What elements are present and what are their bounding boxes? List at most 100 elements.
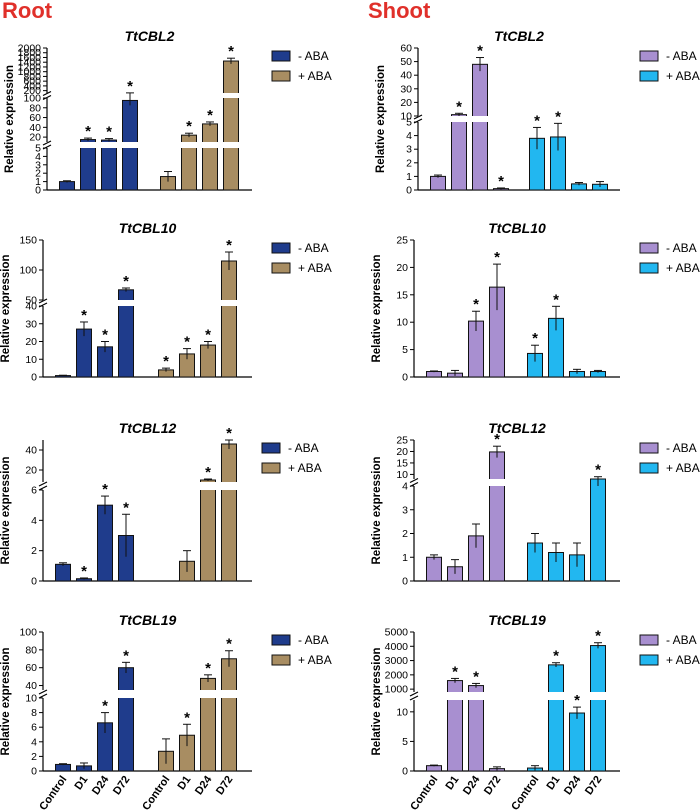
legend-label-neg: - ABA — [298, 633, 329, 647]
y-tick-label: 2 — [402, 528, 408, 540]
axis-break-mark — [42, 90, 52, 97]
chart-panel-root-ttcbl12: TtCBL12 0 2 4 6 20 40 Relative expression * * * * * -… — [0, 420, 322, 588]
axis-break-mark — [409, 695, 419, 701]
bar-neg-d72 — [118, 667, 134, 772]
x-tick-label-d24: D24 — [562, 773, 584, 797]
y-tick-label: 0 — [31, 576, 37, 588]
axis-break-mark — [38, 481, 48, 487]
chart-title: TtCBL12 — [119, 420, 177, 436]
y-tick-label: 30 — [25, 318, 37, 330]
chart-title: TtCBL19 — [488, 612, 546, 628]
legend-label-neg: - ABA — [666, 441, 697, 455]
significance-star: * — [184, 709, 190, 726]
y-tick-label: 3 — [35, 159, 41, 171]
y-tick-label: 20 — [29, 132, 41, 144]
y-tick-label: 10 — [396, 469, 408, 481]
y-tick-label: 8 — [31, 707, 37, 719]
legend-swatch-neg — [639, 242, 659, 254]
legend-label-pos: + ABA — [666, 69, 700, 83]
bar-break-gap — [199, 690, 217, 698]
y-axis-label: Relative expression — [0, 647, 12, 755]
y-tick-label: 5 — [402, 344, 408, 356]
bar-break-gap — [589, 692, 607, 700]
significance-star: * — [205, 327, 211, 344]
significance-star: * — [477, 43, 483, 60]
legend-swatch-pos — [271, 262, 291, 274]
significance-star: * — [226, 636, 232, 653]
legend-swatch-pos — [639, 654, 659, 666]
y-tick-label: 25 — [396, 435, 408, 447]
y-tick-label: 20 — [396, 446, 408, 458]
significance-star: * — [226, 237, 232, 254]
y-tick-label: 6 — [31, 485, 37, 497]
bar-neg-d1 — [76, 328, 92, 378]
bar-break-gap — [121, 142, 139, 148]
y-tick-label: 10 — [25, 354, 37, 366]
bar-break-gap — [471, 116, 489, 122]
significance-star: * — [595, 628, 601, 645]
bar-pos-d72 — [590, 645, 606, 772]
bar-break-gap — [220, 482, 238, 490]
significance-star: * — [184, 334, 190, 351]
y-tick-label: 10 — [396, 706, 408, 718]
significance-star: * — [574, 692, 580, 709]
bar-neg-control — [430, 175, 446, 191]
x-tick-label-d72: D72 — [482, 774, 503, 797]
legend-label-neg: - ABA — [666, 49, 697, 63]
chart-title: TtCBL19 — [119, 612, 177, 628]
legend-label-pos: + ABA — [666, 261, 700, 275]
chart-panel-shoot-ttcbl19: TtCBL19 0 5 10 1000 2000 3000 4000 5000Relative … — [371, 612, 700, 812]
significance-star: * — [123, 273, 129, 290]
axis-break-mark — [38, 302, 48, 308]
bar-neg-d72 — [489, 451, 505, 582]
bar-neg-control — [426, 765, 442, 772]
y-tick-label: 1 — [406, 171, 412, 183]
y-tick-label: 4 — [31, 515, 37, 527]
legend-label-pos: + ABA — [298, 653, 332, 667]
legend-swatch-neg — [271, 50, 291, 62]
chart-panel-root-ttcbl2: TtCBL20123452040608010020040060080010001… — [4, 28, 332, 197]
x-tick-label-d1: D1 — [176, 774, 194, 792]
axis-break-mark — [42, 144, 52, 150]
bar-break-gap — [467, 692, 485, 700]
y-tick-label: 15 — [396, 289, 408, 301]
bar-break-gap — [199, 482, 217, 490]
significance-star: * — [553, 648, 559, 665]
significance-star: * — [207, 107, 213, 124]
chart-title: TtCBL10 — [119, 220, 177, 236]
bar-break-gap — [446, 692, 464, 700]
bar-pos-d24 — [202, 123, 218, 191]
significance-star: * — [205, 464, 211, 481]
y-tick-label: 1200 — [18, 61, 42, 73]
legend-label-neg: - ABA — [666, 241, 697, 255]
bar-pos-d72 — [590, 478, 606, 582]
bar-pos-d24 — [200, 344, 216, 378]
y-axis-label: Relative expression — [4, 65, 16, 173]
y-tick-label: 2 — [31, 751, 37, 763]
significance-star: * — [205, 660, 211, 677]
bar-neg-control — [426, 556, 442, 582]
significance-star: * — [498, 173, 504, 190]
legend-swatch-pos — [639, 462, 659, 474]
legend-swatch-neg — [271, 242, 291, 254]
significance-star: * — [81, 563, 87, 580]
x-tick-label-d72: D72 — [583, 774, 604, 797]
y-tick-label: 4 — [35, 151, 41, 163]
y-axis-label: Relative expression — [371, 647, 383, 755]
y-tick-label: 6 — [31, 722, 37, 734]
x-tick-label-d72: D72 — [111, 774, 132, 797]
shoot-section-title: Shoot — [368, 0, 431, 23]
significance-star: * — [106, 124, 112, 141]
x-tick-label-d24: D24 — [193, 773, 215, 797]
y-tick-label: 20 — [25, 336, 37, 348]
legend-label-pos: + ABA — [666, 461, 700, 475]
y-tick-label: 40 — [29, 122, 41, 134]
y-tick-label: 0 — [31, 372, 37, 384]
y-tick-label: 30 — [400, 83, 412, 95]
legend-swatch-pos — [271, 654, 291, 666]
y-tick-label: 1800 — [18, 47, 42, 59]
y-tick-label: 80 — [29, 102, 41, 114]
chart-title: TtCBL2 — [494, 28, 544, 44]
